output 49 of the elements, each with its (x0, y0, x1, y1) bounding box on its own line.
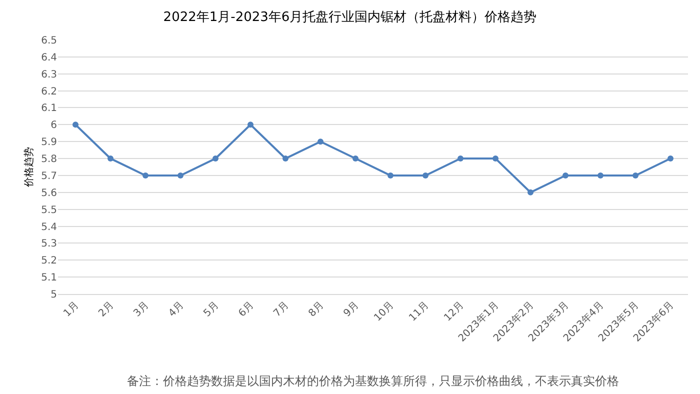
x-tick-label: 8月 (306, 300, 326, 320)
x-tick-label: 1月 (62, 300, 82, 320)
point (632, 172, 638, 178)
x-tick-label: 6月 (236, 300, 256, 320)
y-tick-label: 5.7 (41, 170, 57, 182)
y-tick-label: 5.1 (41, 272, 57, 284)
point (72, 122, 78, 128)
point (458, 156, 464, 162)
x-tick-label: 4月 (166, 300, 186, 320)
y-tick-label: 6.2 (41, 86, 57, 98)
x-tick-label: 12月 (442, 300, 466, 324)
x-tick-label: 9月 (342, 300, 362, 320)
y-tick-label: 6.4 (41, 52, 57, 64)
y-tick-label: 6.5 (41, 36, 57, 46)
y-tick-label: 5.2 (41, 256, 57, 267)
y-tick-label: 5.4 (41, 222, 57, 233)
point (492, 156, 498, 162)
text: 备注：价格趋势数据是以国内木材的价格为基数换算所得，只显示价格曲线，不表示真实价格 (127, 374, 619, 388)
y-tick-label: 5.5 (41, 204, 57, 216)
y-tick-label: 5.9 (41, 137, 57, 148)
chart-title: 2022年1月-2023年6月托盘行业国内锯材（托盘材料）价格趋势 (163, 10, 537, 25)
point (388, 172, 394, 178)
point (528, 189, 534, 196)
point (598, 172, 604, 178)
point (318, 138, 324, 145)
point (178, 172, 184, 178)
y-tick-label: 5.3 (41, 238, 57, 250)
x-tick-label: 7月 (272, 300, 292, 320)
x-tick-label: 5月 (202, 300, 222, 320)
point (352, 156, 358, 162)
point (108, 156, 114, 162)
x-tick-label: 2月 (96, 300, 116, 320)
x-tick-label: 10月 (372, 300, 396, 324)
point (562, 172, 568, 178)
y-tick-label: 5.6 (41, 188, 57, 199)
y-axis-title: 价格趋势 (23, 147, 36, 188)
point (212, 156, 218, 162)
x-tick-label: 11月 (407, 300, 432, 324)
y-tick-label: 5 (50, 290, 57, 300)
x-tick-label: 3月 (132, 300, 152, 320)
y-tick-label: 6 (50, 120, 57, 132)
point (422, 172, 428, 178)
point (282, 156, 288, 162)
point (668, 156, 674, 162)
y-tick-label: 5.8 (41, 154, 57, 166)
point (142, 172, 148, 178)
y-tick-label: 6.3 (41, 69, 57, 80)
point (248, 122, 254, 128)
y-tick-label: 6.1 (41, 103, 57, 114)
